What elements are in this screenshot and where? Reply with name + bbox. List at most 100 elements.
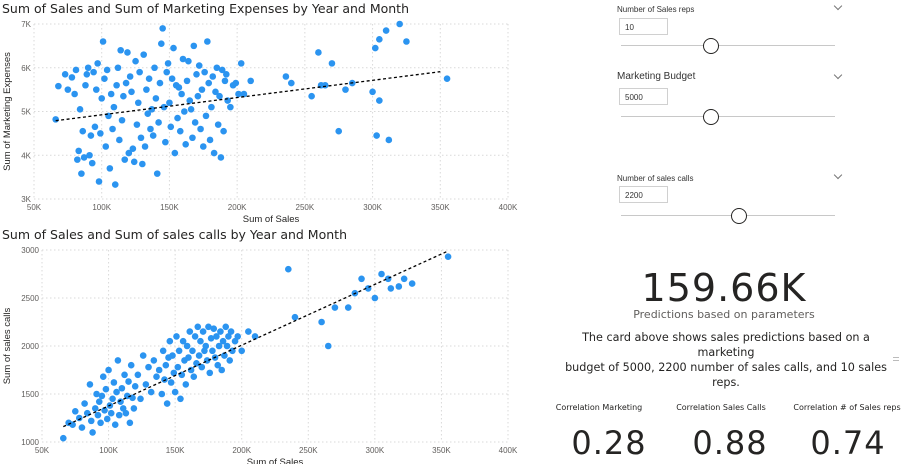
data-point[interactable]: [99, 38, 107, 45]
data-point[interactable]: [308, 92, 315, 100]
slicer-marketing-budget[interactable]: Marketing Budget 5000: [617, 70, 847, 126]
data-point[interactable]: [163, 400, 171, 407]
data-point[interactable]: [199, 143, 207, 150]
data-point[interactable]: [235, 90, 242, 98]
data-point[interactable]: [113, 388, 120, 396]
data-point[interactable]: [109, 395, 116, 403]
data-point[interactable]: [214, 361, 222, 369]
data-point[interactable]: [222, 323, 230, 331]
data-point[interactable]: [221, 77, 229, 85]
slicer-sales-calls[interactable]: Number of sales calls 2200: [617, 170, 847, 229]
data-point[interactable]: [69, 421, 76, 429]
data-point[interactable]: [147, 388, 155, 396]
data-point[interactable]: [344, 304, 352, 311]
data-point[interactable]: [141, 143, 149, 150]
data-point[interactable]: [189, 347, 196, 355]
data-point[interactable]: [99, 373, 107, 381]
data-point[interactable]: [376, 97, 383, 104]
data-point[interactable]: [371, 44, 379, 52]
data-point[interactable]: [122, 409, 130, 417]
data-point[interactable]: [238, 347, 246, 355]
data-point[interactable]: [232, 79, 240, 87]
data-point[interactable]: [147, 125, 154, 133]
data-point[interactable]: [93, 390, 100, 398]
data-point[interactable]: [71, 90, 78, 98]
data-point[interactable]: [97, 130, 104, 137]
data-point[interactable]: [75, 414, 83, 422]
data-point[interactable]: [159, 25, 166, 32]
data-point[interactable]: [335, 127, 343, 135]
data-point[interactable]: [98, 392, 106, 400]
data-point[interactable]: [136, 68, 143, 76]
data-point[interactable]: [72, 66, 80, 74]
data-point[interactable]: [171, 388, 179, 396]
data-point[interactable]: [227, 103, 234, 111]
data-point[interactable]: [118, 384, 126, 392]
data-point[interactable]: [94, 411, 102, 419]
data-point[interactable]: [83, 71, 91, 78]
data-point[interactable]: [127, 361, 135, 369]
data-point[interactable]: [218, 366, 226, 374]
data-point[interactable]: [87, 417, 95, 425]
data-point[interactable]: [167, 123, 175, 131]
data-point[interactable]: [158, 40, 165, 47]
resize-handle-icon[interactable]: [893, 357, 899, 361]
data-point[interactable]: [119, 405, 127, 412]
data-point[interactable]: [60, 434, 67, 442]
data-point[interactable]: [110, 379, 118, 386]
data-point[interactable]: [139, 160, 146, 168]
data-point[interactable]: [78, 170, 85, 177]
data-point[interactable]: [102, 385, 110, 393]
slicer-sales-reps[interactable]: Number of Sales reps 10: [617, 1, 847, 60]
data-point[interactable]: [195, 62, 203, 69]
data-point[interactable]: [61, 71, 69, 78]
data-point[interactable]: [216, 92, 223, 100]
data-point[interactable]: [103, 415, 111, 423]
data-point[interactable]: [199, 328, 207, 335]
data-point[interactable]: [291, 313, 299, 321]
data-point[interactable]: [198, 363, 206, 371]
data-point[interactable]: [91, 405, 99, 412]
data-point[interactable]: [358, 275, 365, 283]
data-point[interactable]: [144, 110, 152, 117]
data-point[interactable]: [182, 381, 190, 388]
data-point[interactable]: [177, 395, 184, 403]
data-point[interactable]: [176, 127, 184, 135]
data-point[interactable]: [125, 378, 132, 385]
data-point[interactable]: [155, 366, 163, 374]
data-point[interactable]: [80, 154, 88, 161]
data-point[interactable]: [178, 371, 186, 379]
data-point[interactable]: [76, 106, 84, 113]
data-point[interactable]: [234, 333, 242, 340]
data-point[interactable]: [118, 116, 126, 124]
data-point[interactable]: [111, 181, 119, 188]
data-point[interactable]: [174, 363, 182, 371]
sales-calls-slider-track[interactable]: [621, 215, 835, 216]
data-point[interactable]: [106, 165, 114, 172]
data-point[interactable]: [212, 88, 219, 96]
data-point[interactable]: [161, 376, 168, 383]
data-point[interactable]: [167, 379, 175, 386]
data-point[interactable]: [121, 371, 128, 379]
data-point[interactable]: [126, 419, 134, 427]
data-point[interactable]: [75, 147, 82, 155]
data-point[interactable]: [143, 86, 150, 93]
marketing-budget-slider-track[interactable]: [621, 116, 835, 117]
data-point[interactable]: [288, 79, 295, 87]
data-point[interactable]: [133, 121, 141, 128]
data-point[interactable]: [182, 141, 189, 148]
data-point[interactable]: [202, 112, 210, 120]
data-point[interactable]: [149, 132, 157, 139]
marketing-scatter-chart[interactable]: 50K 100K 150K 200K 250K 300K 350K 400K 3K 4K 5K 6K 7…: [0, 0, 520, 228]
data-point[interactable]: [408, 280, 416, 287]
data-point[interactable]: [395, 283, 403, 290]
data-point[interactable]: [444, 253, 452, 261]
data-point[interactable]: [166, 337, 174, 345]
data-point[interactable]: [130, 158, 138, 166]
data-point[interactable]: [210, 325, 218, 333]
data-point[interactable]: [159, 347, 167, 355]
data-point[interactable]: [160, 103, 168, 111]
data-point[interactable]: [400, 275, 408, 283]
data-point[interactable]: [128, 88, 135, 96]
data-point[interactable]: [91, 123, 99, 131]
